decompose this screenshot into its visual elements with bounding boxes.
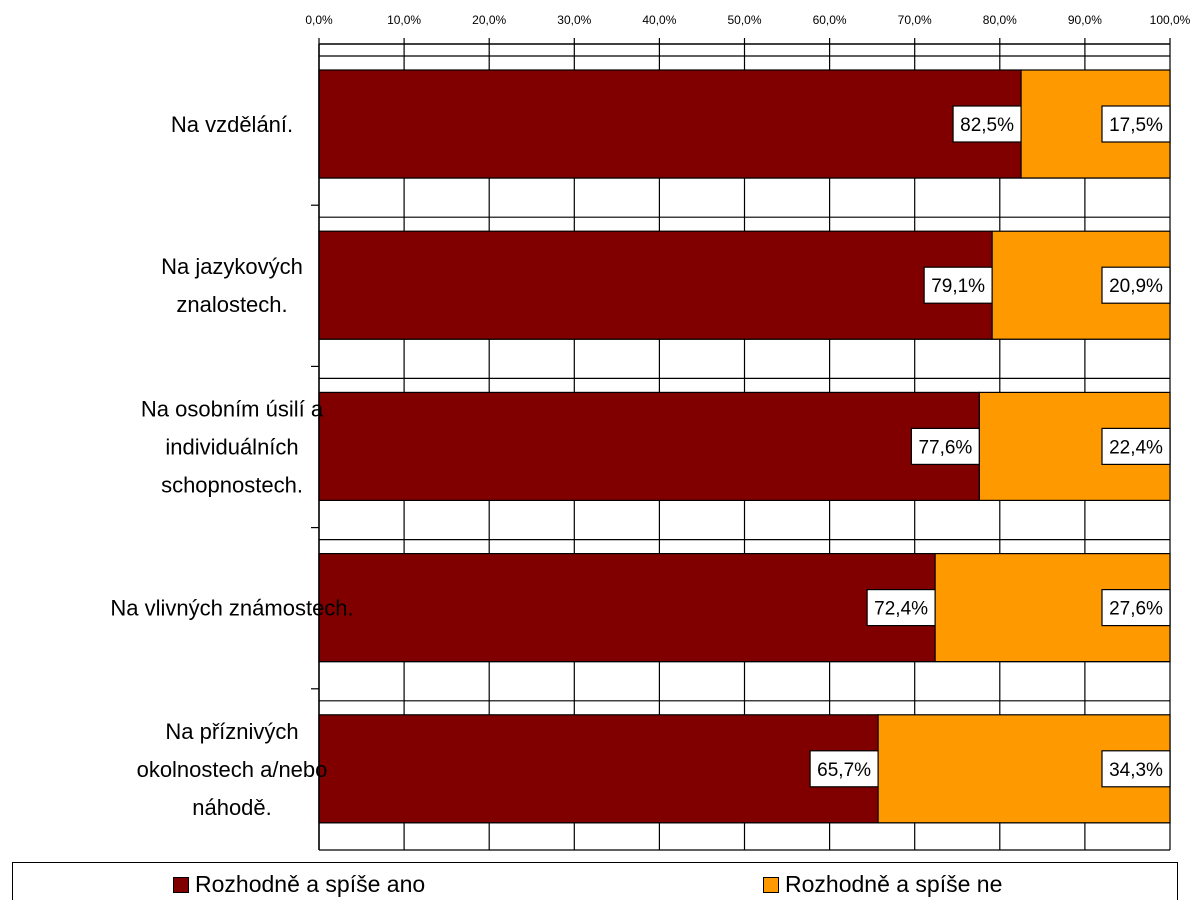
data-label: 65,7% [817, 760, 871, 781]
data-label: 27,6% [1109, 599, 1163, 620]
legend-label-yes: Rozhodně a spíše ano [195, 871, 426, 897]
data-label: 82,5% [960, 115, 1014, 136]
data-label: 20,9% [1109, 276, 1163, 297]
bar-yes [318, 714, 879, 824]
data-label: 79,1% [931, 276, 985, 297]
legend-label-no: Rozhodně a spíše ne [785, 871, 1003, 897]
legend-swatch-no [763, 876, 779, 893]
category-label: okolnostech a/nebo [137, 757, 328, 782]
category-label: schopnostech. [161, 472, 303, 497]
data-label: 17,5% [1109, 115, 1163, 136]
legend-item-yes: Rozhodně a spíše ano [173, 871, 425, 898]
data-label-box [952, 105, 1022, 143]
x-tick-label: 20,0% [472, 13, 506, 27]
legend: Rozhodně a spíše ano Rozhodně a spíše ne [12, 862, 1178, 900]
data-label-box [1101, 750, 1171, 788]
bar-yes [318, 391, 980, 501]
x-tick-label: 70,0% [898, 13, 932, 27]
bar-no [877, 714, 1171, 824]
bar-yes [318, 69, 1022, 179]
data-label: 22,4% [1109, 437, 1163, 458]
category-label: Na jazykových [161, 254, 303, 279]
legend-swatch-yes [173, 876, 189, 893]
category-label: Na vlivných známostech. [110, 596, 353, 621]
data-label-box [809, 750, 879, 788]
x-tick-label: 40,0% [642, 13, 676, 27]
data-label-box [1101, 588, 1171, 627]
data-label-box [910, 427, 980, 465]
bar-chart: 0,0% 10,0% 20,0% 30,0% 40,0% 50,0% 60,0% 70,0% 8… [110, 13, 1191, 851]
bar-yes [318, 230, 993, 340]
x-tick-label: 100,0% [1150, 13, 1191, 27]
x-tick-label: 50,0% [727, 13, 761, 27]
x-tick-label: 0,0% [305, 13, 333, 27]
data-label-box [1101, 105, 1171, 143]
data-label: 77,6% [918, 437, 972, 458]
data-label: 72,4% [874, 599, 928, 620]
data-label-box [1101, 266, 1171, 304]
data-label-box [1101, 427, 1171, 465]
x-tick-label: 30,0% [557, 13, 591, 27]
category-label: náhodě. [192, 795, 272, 820]
bar-yes [318, 552, 936, 663]
data-label: 34,3% [1109, 760, 1163, 781]
legend-item-no: Rozhodně a spíše ne [763, 871, 1002, 898]
category-label: Na osobním úsilí a [141, 396, 324, 421]
x-tick-label: 90,0% [1068, 13, 1102, 27]
x-tick-label: 10,0% [387, 13, 421, 27]
category-label: Na příznivých [165, 719, 298, 744]
category-label: znalostech. [176, 292, 287, 317]
category-label: Na vzdělání. [171, 112, 293, 137]
category-label: individuálních [165, 434, 298, 459]
x-tick-label: 80,0% [983, 13, 1017, 27]
x-tick-label: 60,0% [813, 13, 847, 27]
